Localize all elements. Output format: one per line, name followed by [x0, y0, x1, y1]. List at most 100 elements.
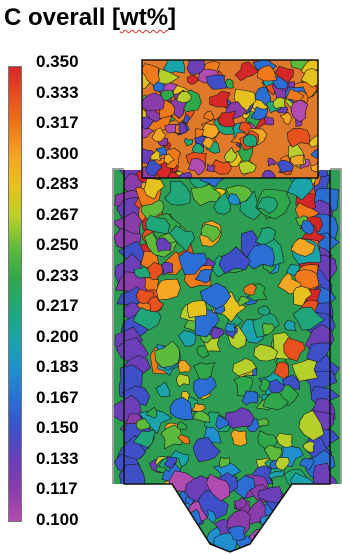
freeboard-blob — [187, 158, 206, 176]
contour-blob — [224, 323, 236, 333]
chart-title: C overall [wt%] — [4, 2, 176, 34]
freeboard-blob — [238, 121, 252, 136]
contour-blob — [191, 402, 206, 413]
freeboard-blob — [145, 160, 163, 177]
tick-label: 0.133 — [36, 448, 79, 468]
contour-blob — [274, 361, 289, 380]
freeboard-blob — [202, 137, 215, 150]
freeboard-blob — [250, 106, 269, 121]
contour-blob — [133, 266, 151, 279]
contour-blob — [164, 180, 191, 206]
cone-blob — [264, 522, 286, 537]
contour-blob — [292, 306, 325, 331]
contour-blob — [196, 345, 209, 359]
contour-blob — [135, 418, 151, 431]
contour-blob — [258, 378, 271, 392]
cone-blob — [206, 473, 230, 502]
freeboard-blob — [279, 112, 292, 126]
cone-blob — [233, 497, 248, 511]
contour-blob — [155, 381, 171, 398]
contour-blob — [256, 196, 279, 214]
freeboard-blob — [205, 163, 216, 172]
contour-blob — [145, 215, 171, 235]
contour-blob — [237, 296, 251, 307]
cone-blob — [206, 509, 217, 524]
contour-plot — [112, 59, 342, 553]
colorbar-tick-labels: 0.350 0.333 0.317 0.300 0.283 0.267 0.250 0.233… — [36, 52, 106, 532]
colorbar — [8, 66, 22, 522]
contour-blob — [225, 407, 255, 429]
contour-blob — [138, 410, 173, 434]
contour-blob — [253, 344, 278, 362]
tick-label: 0.300 — [36, 143, 79, 163]
freeboard-blob — [272, 97, 286, 109]
contour-blob — [154, 340, 180, 368]
tick-label: 0.267 — [36, 204, 79, 224]
body-outline — [123, 170, 331, 553]
freeboard-blob — [149, 150, 161, 161]
cone-blob — [263, 534, 282, 552]
contour-blob — [301, 220, 315, 235]
tick-label: 0.333 — [36, 82, 79, 102]
contour-blob — [160, 424, 183, 450]
cone-blob — [258, 486, 283, 503]
freeboard-blob — [164, 124, 177, 134]
contour-blob — [156, 278, 181, 301]
freeboard-blob — [163, 153, 175, 165]
contour-blob — [194, 269, 213, 284]
contour-blob — [290, 238, 316, 257]
contour-blob — [218, 456, 231, 469]
freeboard-blob — [276, 160, 294, 173]
tick-label: 0.217 — [36, 296, 79, 315]
tick-label: 0.233 — [36, 265, 79, 285]
cone-blob — [227, 525, 246, 542]
tick-label: 0.183 — [36, 357, 79, 376]
contour-blob — [275, 457, 290, 471]
contour-blob — [190, 183, 221, 206]
freeboard-blob — [203, 110, 214, 121]
contour-blob — [286, 264, 300, 276]
contour-blob — [213, 192, 231, 215]
freeboard-blob — [287, 127, 311, 148]
contour-blob — [193, 410, 211, 423]
vessel-outline — [123, 59, 331, 553]
contour-blob — [143, 178, 165, 200]
freeboard-blob — [300, 68, 318, 88]
contour-blob — [178, 330, 197, 347]
contour-blob — [218, 246, 251, 274]
contour-blob — [302, 441, 315, 453]
tick-label: 0.167 — [36, 387, 79, 407]
contour-blob — [262, 390, 289, 410]
title-unit: wt% — [120, 4, 169, 31]
freeboard-blob — [163, 60, 185, 75]
tick-label: 0.117 — [36, 479, 78, 498]
contour-blob — [241, 390, 259, 406]
freeboard-blob — [243, 134, 258, 147]
contour-blob — [232, 358, 257, 377]
freeboard-blob — [151, 127, 167, 143]
contour-blob — [299, 457, 314, 471]
freeboard-blob — [290, 99, 309, 123]
tick-label: 0.350 — [36, 52, 79, 71]
tick-label: 0.317 — [36, 113, 79, 132]
contour-blob — [239, 190, 265, 221]
freeboard-blob — [206, 74, 228, 90]
lower-body-field — [114, 170, 340, 552]
contour-blob — [169, 396, 194, 420]
freeboard-blob — [177, 171, 193, 178]
contour-blob — [155, 237, 172, 252]
freeboard-blob — [186, 75, 200, 85]
contour-blob — [227, 314, 244, 327]
title-end: ] — [168, 4, 177, 31]
cone-blob — [263, 525, 286, 546]
freeboard-outline — [141, 59, 319, 179]
freeboard-blob — [257, 65, 277, 82]
freeboard-blob — [290, 154, 305, 166]
freeboard-blob — [234, 61, 259, 82]
contour-blob — [163, 455, 177, 469]
tick-label: 0.150 — [36, 418, 79, 437]
contour-blob — [257, 305, 270, 316]
tick-label: 0.283 — [36, 174, 79, 193]
contour-blob — [243, 283, 257, 296]
freeboard-blob — [217, 110, 236, 128]
